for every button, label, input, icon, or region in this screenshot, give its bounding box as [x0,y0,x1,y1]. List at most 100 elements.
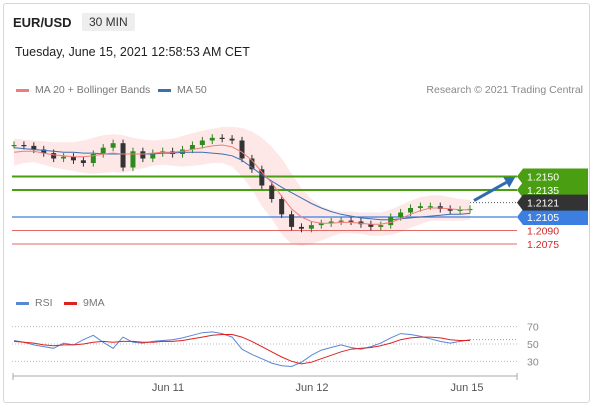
candle-body [51,153,57,159]
rsi-ma-swatch-icon [64,301,77,305]
candle-body [100,147,106,154]
legend-ma50: MA 50 [158,84,207,96]
candle-body [90,154,96,163]
candle-body [289,214,295,227]
candle [447,205,453,215]
level-label-text: 1.2150 [527,172,559,184]
ma50-line [13,147,471,221]
legend-rsi-ma-label: 9MA [83,297,105,309]
legend-rsi-label: RSI [35,297,53,309]
candle [289,210,295,231]
candle [70,153,76,164]
candle-body [61,156,67,159]
candle-body [21,145,27,147]
ma20-swatch-icon [16,88,29,92]
level-label: 1.2090 [527,226,559,238]
candle [427,202,433,210]
candle [61,153,67,163]
candle-body [348,220,354,222]
legend-rsi-ma: 9MA [64,297,105,309]
chart-frame [3,3,590,403]
candle [80,156,86,167]
symbol-title: EUR/USD [13,15,72,30]
legend-rsi: RSI [16,297,53,309]
candle [348,217,354,226]
ma20-line [13,144,470,225]
level-tag-shape [517,209,588,225]
forecast-arrow-shaft [473,181,508,202]
candle-body [427,206,433,208]
candle [11,141,17,149]
candle-body [229,138,235,141]
candle-body [318,223,324,226]
candle [259,165,265,190]
candle-body [328,221,334,224]
legend-ma20: MA 20 + Bollinger Bands [16,84,150,96]
level-label-text: 1.2090 [527,226,559,238]
candle [140,147,146,163]
candle-body [457,209,463,211]
legend-ma50-label: MA 50 [177,84,207,96]
candle-body [31,145,37,150]
candle [150,149,156,163]
candle-body [130,151,136,168]
credit-text: Research © 2021 Trading Central [426,84,583,96]
x-tick-label: Jun 11 [152,382,184,394]
bollinger-band-area [14,127,470,246]
candle [239,136,245,163]
candle [328,217,334,227]
candle [368,220,374,231]
candle-body [388,217,394,226]
candle-body [189,145,195,150]
timeframe-badge[interactable]: 30 MIN [82,13,135,31]
candle-body [269,185,275,199]
candle [189,141,195,154]
candle-body [80,160,86,163]
rsi-ma-line [13,334,470,365]
level-label: 1.2150 [517,168,588,185]
datetime-label: Tuesday, June 15, 2021 12:58:53 AM CET [15,45,250,59]
candle [279,195,285,218]
level-label: 1.2135 [517,182,588,198]
candle-body [11,145,17,147]
level-tag-shape [517,182,588,198]
current-price-tag-shape [517,194,588,211]
candle [100,144,106,158]
candle [318,219,324,229]
candle [130,147,136,172]
rsi-tick-label: 50 [527,339,539,351]
candle-body [239,140,245,159]
x-tick-label: Jun 15 [450,382,483,394]
candle-body [368,224,374,227]
current-price-text: 1.2121 [527,198,559,210]
legend-ma20-label: MA 20 + Bollinger Bands [35,84,151,96]
x-tick-label: Jun 12 [295,382,328,394]
level-label-text: 1.2105 [527,212,559,224]
candle [209,134,215,145]
candle [378,221,384,231]
candle [120,139,126,172]
candle [338,217,344,226]
candle-body [417,206,423,208]
candle [110,139,116,152]
candle-body [338,220,344,222]
current-price-tag: 1.2121 [517,194,588,211]
rsi-tick-label: 70 [527,322,539,334]
candle [269,181,275,203]
candle-body [199,140,205,145]
candle-body [120,143,126,168]
candle-body [447,208,453,211]
candle-body [70,156,76,161]
candle-body [398,212,404,217]
candle [229,135,235,145]
candle-body [150,153,156,159]
candle-body [308,225,314,229]
candle-body [41,149,47,154]
level-label-text: 1.2135 [527,185,559,197]
candle [298,223,304,233]
ma50-swatch-icon [158,88,171,92]
candle-body [279,199,285,215]
candle [199,136,205,149]
candle [308,221,314,233]
